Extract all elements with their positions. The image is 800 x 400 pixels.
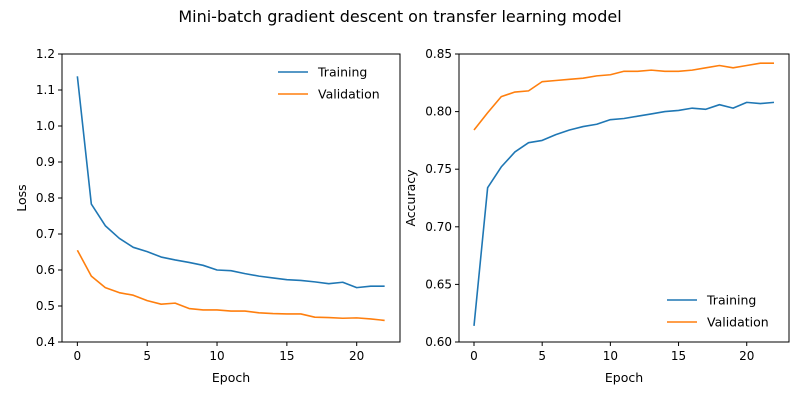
loss-x-tick-label: 0 [74,349,82,363]
accuracy-x-axis-label: Epoch [605,370,643,385]
loss-series-line-training [76,76,385,289]
accuracy-y-tick-label: 0.85 [425,47,452,61]
loss-legend-label-validation: Validation [318,87,380,102]
loss-y-tick-label: 0.4 [36,335,55,349]
loss-x-tick-label: 5 [143,349,151,363]
accuracy-x-tick-label: 20 [739,349,754,363]
accuracy-y-axis-label: Accuracy [403,169,418,227]
accuracy-legend-label-training: Training [706,293,756,308]
loss-legend-label-training: Training [317,65,367,80]
loss-series-line-validation [76,249,385,322]
accuracy-x-tick-label: 10 [603,349,618,363]
loss-x-tick-label: 20 [349,349,364,363]
loss-y-tick-label: 1.1 [36,83,55,97]
accuracy-y-tick-label: 0.70 [425,220,452,234]
accuracy-x-tick-label: 0 [470,349,478,363]
loss-y-tick-label: 0.6 [36,263,55,277]
loss-x-tick-label: 10 [209,349,224,363]
loss-y-tick-label: 0.8 [36,191,55,205]
accuracy-series-line-validation [473,62,774,131]
accuracy-y-tick-label: 0.65 [425,277,452,291]
accuracy-axes-frame [458,53,790,343]
accuracy-legend-label-validation: Validation [707,315,769,330]
loss-y-tick-label: 1.0 [36,119,55,133]
loss-x-axis-label: Epoch [212,370,250,385]
loss-y-tick-label: 0.7 [36,227,55,241]
loss-y-axis-label: Loss [14,184,29,211]
figure-title: Mini-batch gradient descent on transfer … [178,7,621,26]
loss-subplot: 0 5 10 15 20 0.4 0.5 0.6 0.7 0.8 0.9 1.0 1.1 1.2 Epoch… [14,47,401,385]
accuracy-y-tick-label: 0.80 [425,105,452,119]
accuracy-x-tick-label: 5 [538,349,546,363]
accuracy-y-tick-label: 0.75 [425,162,452,176]
accuracy-x-tick-label: 15 [671,349,686,363]
loss-y-tick-label: 1.2 [36,47,55,61]
accuracy-y-tick-label: 0.60 [425,335,452,349]
loss-y-tick-label: 0.9 [36,155,55,169]
accuracy-subplot: 0 5 10 15 20 0.60 0.65 0.70 0.75 0.80 0.85 Epoch Acc… [403,47,790,385]
loss-x-tick-label: 15 [279,349,294,363]
loss-y-tick-label: 0.5 [36,299,55,313]
